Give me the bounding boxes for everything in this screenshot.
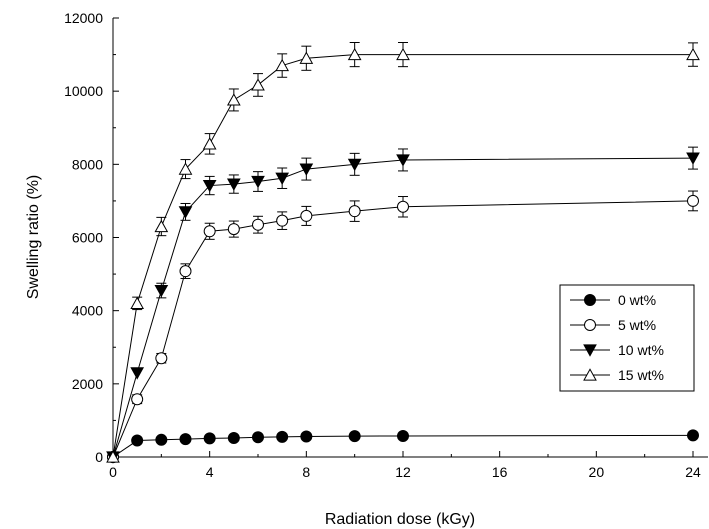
data-point bbox=[203, 432, 216, 445]
data-point bbox=[179, 433, 192, 446]
legend-marker-3 bbox=[583, 368, 597, 381]
data-point bbox=[299, 51, 314, 64]
data-point bbox=[275, 58, 290, 72]
data-point bbox=[130, 296, 145, 309]
x-axis-title: Radiation dose (kGy) bbox=[325, 511, 475, 528]
y-tick-label: 0 bbox=[95, 449, 103, 465]
legend: 0 wt% 5 wt% 10 wt% 15 wt% bbox=[559, 284, 695, 392]
y-tick-label: 6000 bbox=[72, 230, 103, 246]
series-lines bbox=[112, 54, 694, 458]
data-point bbox=[106, 450, 120, 463]
y-tick-label: 12000 bbox=[64, 10, 103, 26]
y-tick-label: 2000 bbox=[72, 376, 103, 392]
data-point bbox=[130, 367, 145, 380]
data-point bbox=[131, 393, 144, 406]
data-point bbox=[178, 206, 193, 219]
y-axis-title: Swelling ratio (%) bbox=[25, 175, 42, 299]
series-line-1 bbox=[112, 200, 694, 458]
data-point bbox=[227, 431, 240, 444]
x-tick-label: 16 bbox=[492, 464, 508, 480]
data-point bbox=[686, 152, 700, 165]
data-point bbox=[347, 158, 362, 172]
data-point bbox=[226, 93, 241, 106]
x-tick-label: 24 bbox=[685, 464, 701, 480]
data-point bbox=[155, 352, 168, 365]
data-point bbox=[275, 172, 290, 185]
data-point bbox=[347, 47, 362, 61]
data-point bbox=[226, 178, 241, 191]
data-point bbox=[178, 162, 193, 175]
data-point bbox=[687, 429, 699, 442]
data-markers bbox=[106, 47, 700, 464]
legend-label-1: 5 wt% bbox=[618, 317, 656, 333]
data-point bbox=[203, 225, 216, 238]
data-point bbox=[202, 179, 217, 193]
x-tick-label: 4 bbox=[206, 464, 214, 480]
data-point bbox=[252, 218, 264, 231]
legend-box bbox=[559, 284, 695, 392]
data-point bbox=[396, 47, 410, 61]
legend-label-0: 0 wt% bbox=[618, 292, 656, 308]
data-point bbox=[348, 205, 361, 218]
legend-marker-2 bbox=[583, 344, 597, 357]
series-line-3 bbox=[112, 54, 693, 458]
y-tick-label: 10000 bbox=[64, 83, 103, 99]
x-tick-label: 20 bbox=[589, 464, 605, 480]
data-point bbox=[252, 431, 264, 444]
x-tick-label: 0 bbox=[109, 464, 117, 480]
series-line-2 bbox=[112, 157, 694, 458]
data-point bbox=[299, 163, 314, 176]
y-tick-label: 4000 bbox=[72, 303, 103, 319]
data-point bbox=[227, 223, 240, 236]
data-point bbox=[251, 78, 265, 91]
legend-label-2: 10 wt% bbox=[618, 342, 664, 358]
data-point bbox=[396, 154, 410, 167]
data-point bbox=[300, 430, 313, 443]
data-point bbox=[251, 175, 265, 189]
data-point bbox=[397, 200, 409, 213]
x-tick-label: 8 bbox=[302, 464, 310, 480]
legend-marker-0 bbox=[584, 294, 596, 306]
data-point bbox=[276, 430, 289, 443]
data-point bbox=[276, 214, 289, 227]
data-point bbox=[686, 47, 700, 61]
data-point bbox=[131, 434, 144, 447]
data-point bbox=[179, 265, 192, 278]
data-point bbox=[687, 194, 699, 207]
y-tick-label: 8000 bbox=[72, 156, 103, 172]
data-point bbox=[154, 284, 169, 298]
data-point bbox=[202, 137, 217, 150]
data-point bbox=[348, 430, 361, 443]
axis-ticks: 0 4 8 12 16 20 24 0 2000 4000 6000 8000 10000 12000 bbox=[64, 10, 701, 480]
legend-label-3: 15 wt% bbox=[618, 367, 664, 383]
data-point bbox=[154, 219, 169, 233]
data-point bbox=[397, 429, 409, 442]
x-tick-label: 12 bbox=[395, 464, 411, 480]
legend-marker-1 bbox=[584, 319, 596, 331]
data-point bbox=[155, 433, 168, 446]
data-point bbox=[300, 209, 313, 222]
